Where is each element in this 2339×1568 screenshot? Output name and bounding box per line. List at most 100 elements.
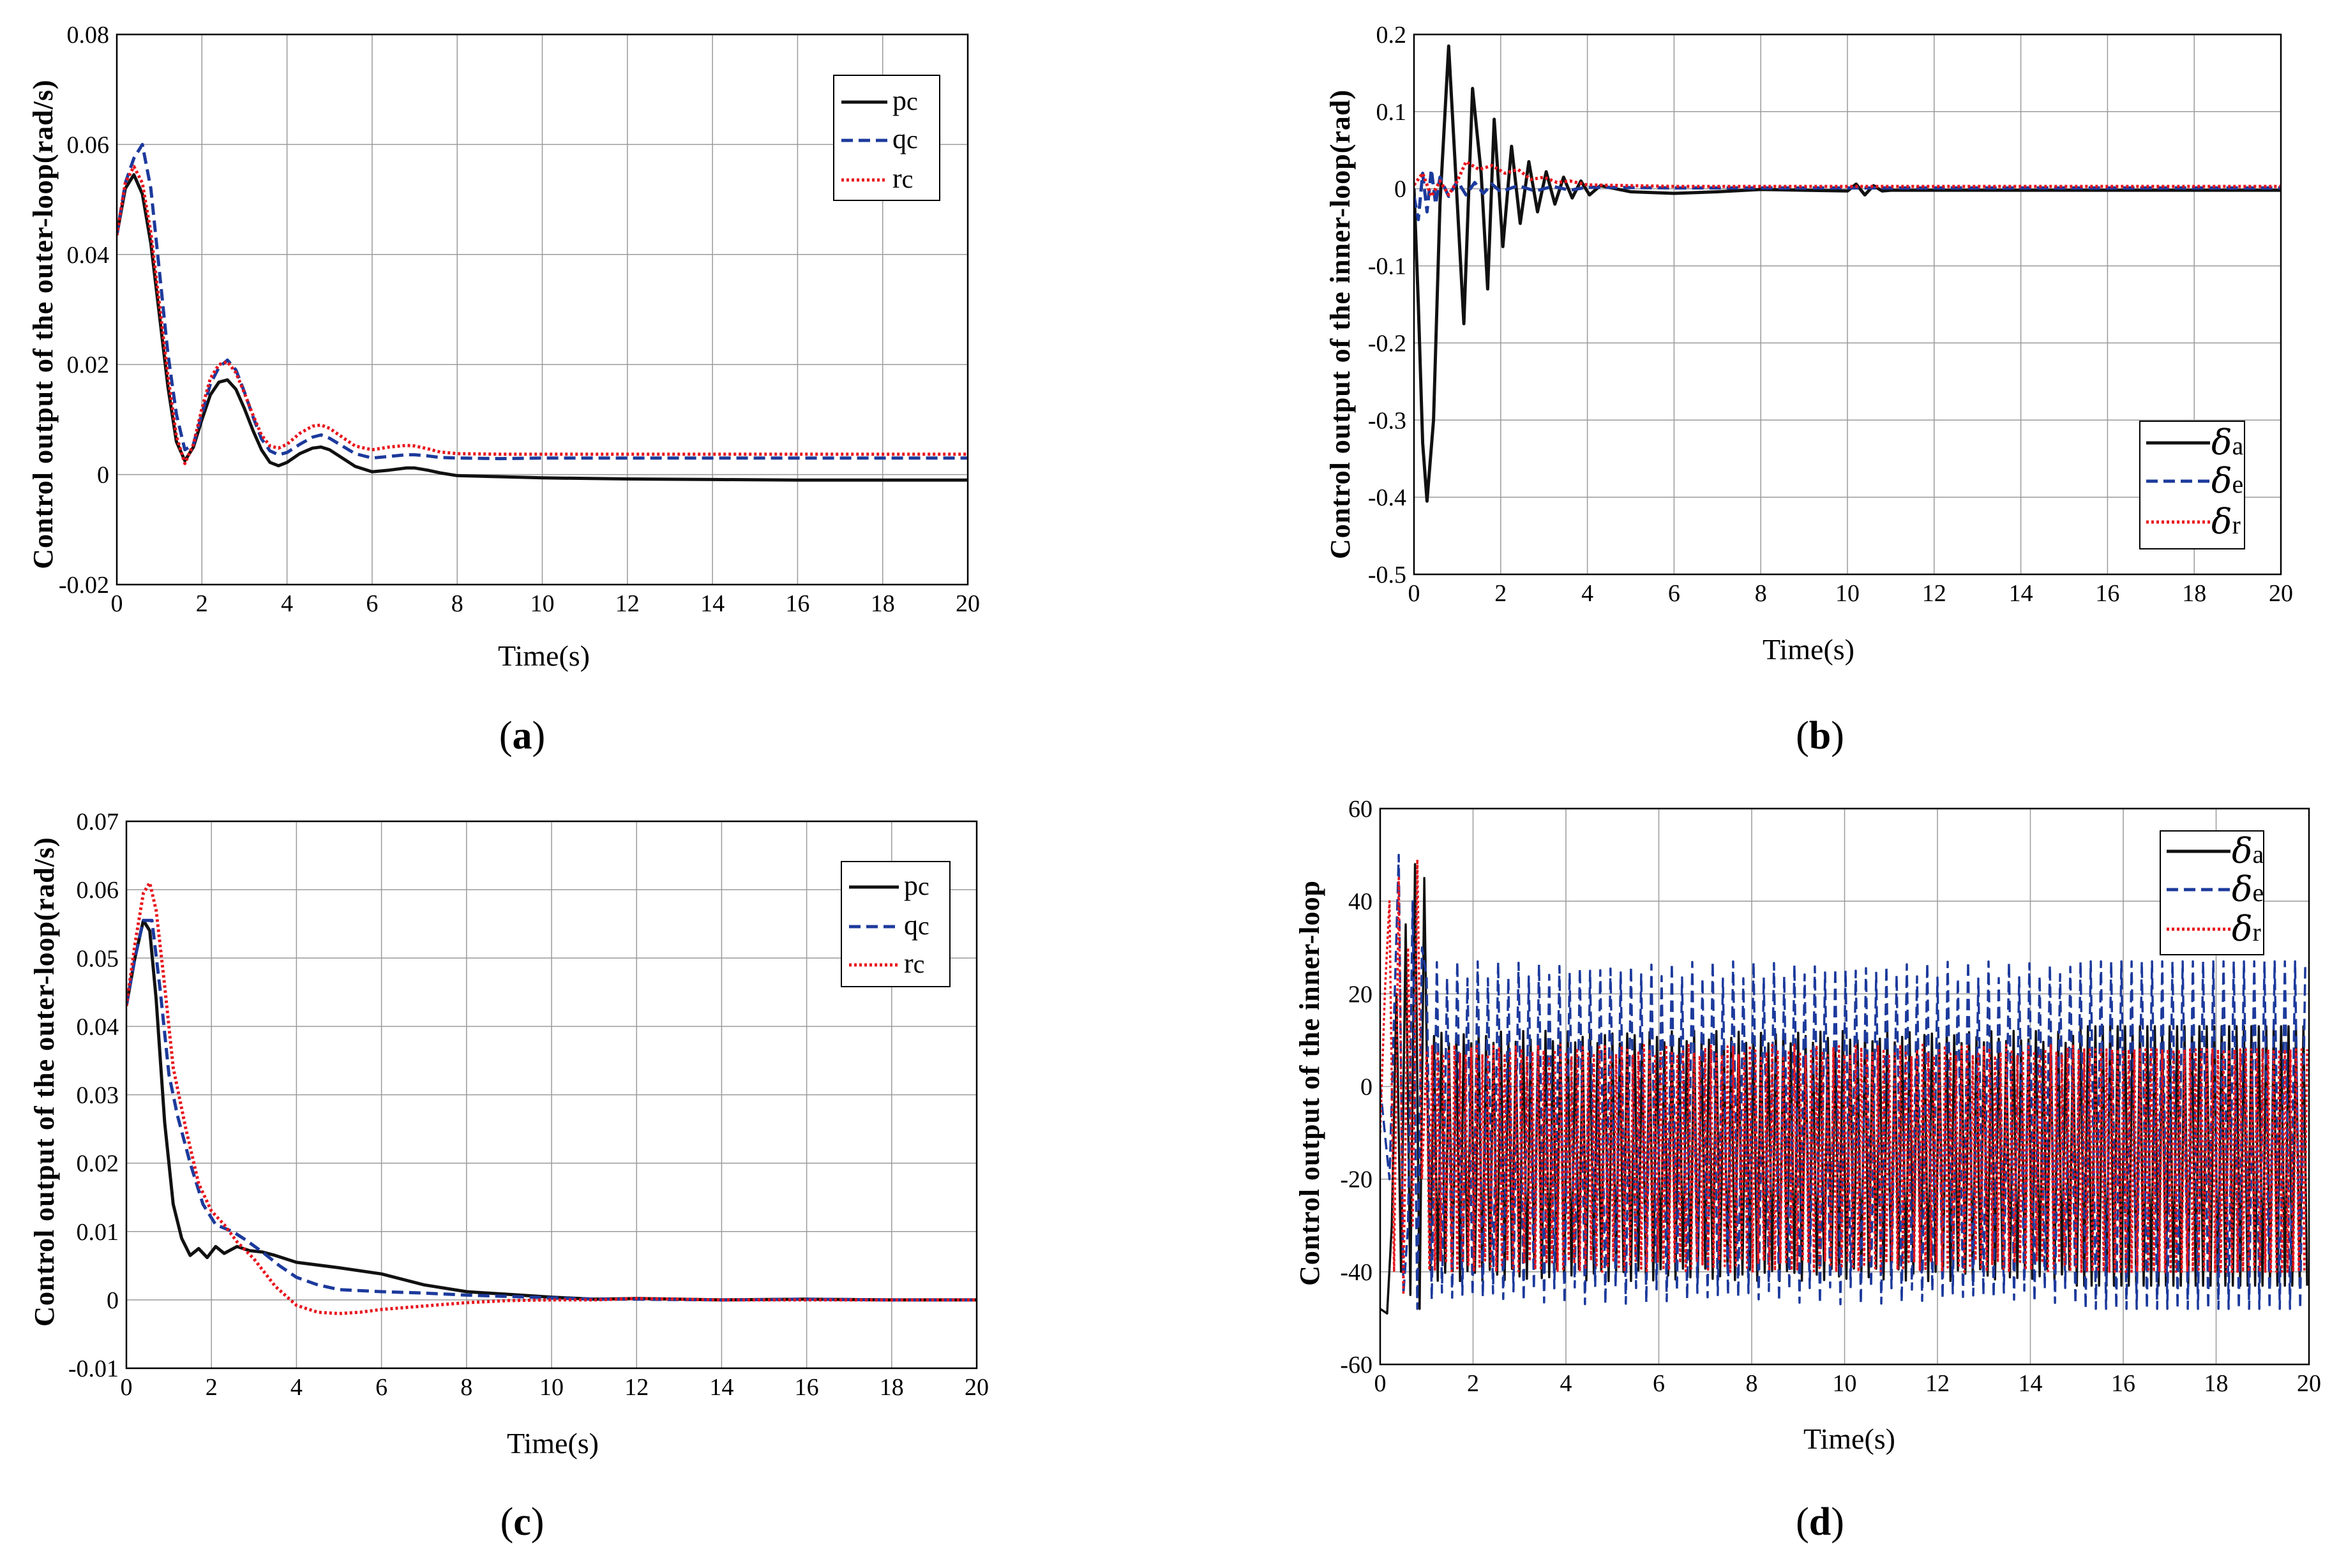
- chart-panel-c: Control output of the outer-loop(rad/s) …: [29, 809, 989, 1544]
- y-tick-label: -0.02: [59, 572, 109, 599]
- legend-label-qc: qc: [892, 123, 918, 154]
- y-tick-label: -0.1: [1368, 253, 1406, 280]
- legend-label-da: δa: [2232, 831, 2264, 871]
- x-tick-label: 12: [615, 590, 640, 617]
- plot-frame: [1413, 33, 2282, 576]
- legend-label-dr: δr: [2232, 909, 2261, 949]
- x-tick-label: 6: [1668, 580, 1680, 607]
- y-axis-label: Control output of the outer-loop(rad/s): [29, 837, 60, 1326]
- x-tick-label: 0: [1408, 580, 1420, 607]
- panel-label-c: (c): [500, 1500, 545, 1544]
- legend-label-de: δe: [2232, 869, 2264, 909]
- legend-label-de: δe: [2211, 461, 2243, 501]
- y-tick-label: 0.02: [77, 1151, 119, 1177]
- y-tick-label: 0.06: [67, 131, 110, 158]
- y-tick-label: 0.07: [77, 809, 119, 835]
- x-tick-label: 4: [281, 590, 293, 617]
- plot-area-b: 0 2 4 6 8 10 12 14 16 18 20 -0.5 -0.4 -0.3 -0.2 -0.1 0 0.…: [1368, 22, 2293, 607]
- series-line-qc: [126, 918, 977, 1302]
- x-tick-label: 4: [290, 1374, 303, 1401]
- y-tick-label: 0.1: [1376, 99, 1407, 126]
- x-tick-label: 6: [1653, 1370, 1665, 1397]
- x-tick-label: 2: [196, 590, 208, 617]
- y-tick-label: -0.2: [1368, 330, 1406, 357]
- legend-a: pc qc rc: [833, 75, 940, 201]
- y-tick-label: -0.4: [1368, 484, 1406, 511]
- x-axis-label: Time(s): [507, 1427, 599, 1460]
- x-tick-label: 14: [2019, 1370, 2043, 1397]
- panel-label-d: (d): [1796, 1500, 1844, 1544]
- x-tick-label: 8: [1755, 580, 1767, 607]
- panel-label-b: (b): [1796, 714, 1844, 758]
- panel-label-a: (a): [499, 714, 545, 758]
- plot-frame: [125, 820, 978, 1370]
- x-tick-label: 16: [2111, 1370, 2135, 1397]
- x-tick-label: 0: [111, 590, 123, 617]
- y-tick-label: 0: [1360, 1074, 1373, 1101]
- x-tick-label: 12: [624, 1374, 649, 1401]
- series-line-rc: [126, 881, 977, 1315]
- x-tick-label: 16: [785, 590, 809, 617]
- y-tick-label: 0.01: [77, 1219, 119, 1246]
- legend-label-qc: qc: [904, 909, 929, 941]
- x-tick-label: 20: [2297, 1370, 2321, 1397]
- x-tick-label: 18: [2204, 1370, 2229, 1397]
- x-tick-label: 20: [2269, 580, 2293, 607]
- legend-label-rc: rc: [892, 163, 913, 194]
- plot-area-d: 0 2 4 6 8 10 12 14 16 18 20 -60 -40 -20 0 20 40 60: [1340, 796, 2321, 1397]
- x-tick-label: 6: [366, 590, 378, 617]
- legend-label-da: δa: [2211, 422, 2244, 463]
- y-axis-label: Control output of the outer-loop(rad/s): [27, 79, 59, 569]
- plot-frame: [1379, 807, 2310, 1366]
- y-tick-label: 60: [1348, 796, 1373, 823]
- y-tick-label: 0.03: [77, 1082, 119, 1109]
- series-line-deltae: [1380, 853, 2306, 1310]
- x-axis-label: Time(s): [1763, 633, 1854, 666]
- y-tick-label: 0.04: [77, 1013, 119, 1040]
- x-tick-label: 12: [1925, 1370, 1950, 1397]
- x-tick-label: 4: [1581, 580, 1593, 607]
- x-tick-label: 8: [460, 1374, 472, 1401]
- x-tick-label: 14: [709, 1374, 733, 1401]
- y-tick-label: -0.3: [1368, 407, 1406, 434]
- x-tick-label: 14: [2009, 580, 2033, 607]
- y-tick-label: 0.04: [67, 242, 110, 269]
- legend-d: δa δe δr: [2160, 830, 2264, 955]
- x-tick-label: 4: [1560, 1370, 1572, 1397]
- legend-c: pc qc rc: [841, 861, 951, 987]
- x-tick-label: 8: [451, 590, 463, 617]
- x-tick-label: 2: [1467, 1370, 1479, 1397]
- legend-label-pc: pc: [904, 870, 929, 901]
- y-tick-label: 0.2: [1376, 22, 1407, 49]
- x-tick-label: 0: [1374, 1370, 1387, 1397]
- legend-label-pc: pc: [892, 85, 918, 116]
- y-tick-label: 0.05: [77, 945, 119, 972]
- x-tick-label: 8: [1746, 1370, 1758, 1397]
- chart-panel-d: Control output of the inner-loop Time(s)…: [1294, 796, 2321, 1544]
- y-tick-label: -60: [1340, 1352, 1373, 1378]
- legend-b: δa δe δr: [2139, 421, 2245, 549]
- y-tick-label: 0: [107, 1287, 119, 1314]
- x-tick-label: 10: [539, 1374, 564, 1401]
- plot-frame: [116, 33, 969, 586]
- legend-box: [833, 75, 940, 201]
- x-tick-label: 20: [965, 1374, 989, 1401]
- x-axis-label: Time(s): [498, 639, 590, 672]
- y-tick-label: -40: [1340, 1259, 1373, 1286]
- y-tick-label: 0.06: [77, 877, 119, 904]
- legend-label-dr: δr: [2211, 502, 2241, 542]
- x-tick-label: 2: [206, 1374, 218, 1401]
- x-tick-label: 10: [1835, 580, 1860, 607]
- x-tick-label: 12: [1922, 580, 1946, 607]
- x-tick-label: 10: [1833, 1370, 1857, 1397]
- plot-area-c: 0 2 4 6 8 10 12 14 16 18 20-0.0100.010.020.030.040…: [68, 809, 989, 1401]
- legend-box: [841, 861, 951, 987]
- y-axis-label: Control output of the inner-loop(rad): [1325, 89, 1356, 559]
- x-tick-label: 0: [121, 1374, 133, 1401]
- y-tick-label: -0.5: [1368, 562, 1406, 588]
- x-tick-label: 18: [880, 1374, 904, 1401]
- x-tick-label: 18: [871, 590, 895, 617]
- x-tick-label: 18: [2182, 580, 2206, 607]
